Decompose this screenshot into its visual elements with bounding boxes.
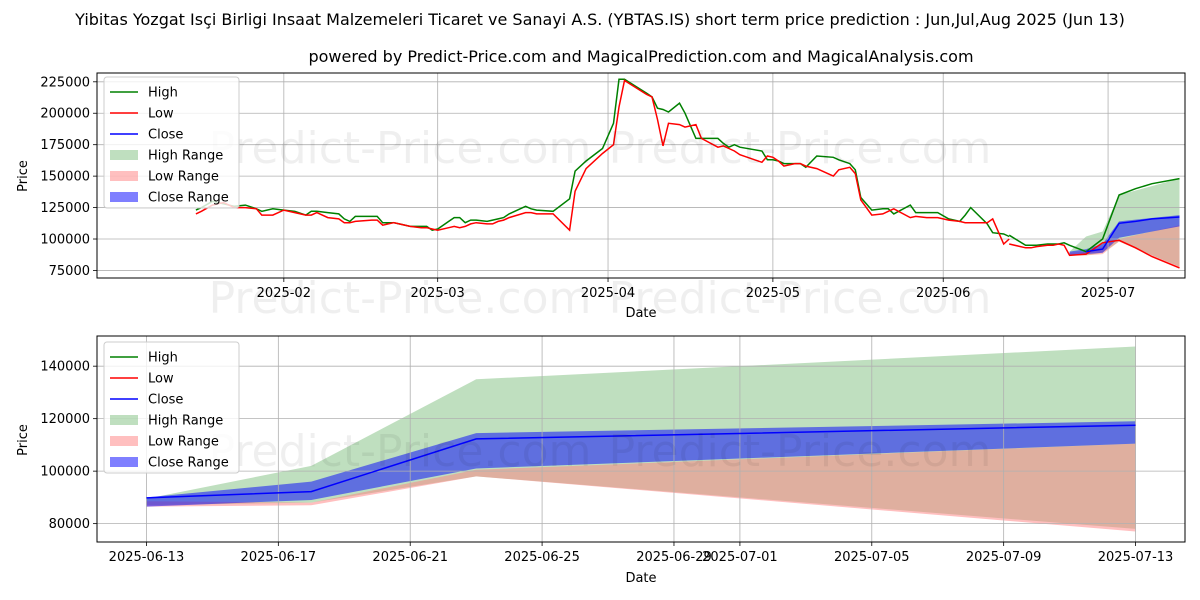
y-tick-label: 175000 <box>40 138 90 153</box>
close-forecast-line <box>1085 216 1180 253</box>
y-tick-label: 120000 <box>40 412 90 427</box>
legend-close-range-swatch <box>110 457 138 467</box>
legend-low-label: Low <box>148 372 174 387</box>
y-tick-label: 225000 <box>40 75 90 90</box>
legend-high-range-label: High Range <box>148 149 223 164</box>
history-panel-frame <box>96 72 1186 279</box>
high-forecast-line <box>1008 177 1180 253</box>
x-tick-label: 2025-07-09 <box>966 550 1042 565</box>
y-axis-label: Price <box>16 160 31 192</box>
y-tick-label: 80000 <box>49 517 90 532</box>
watermark: Predict-Price.com <box>609 426 992 477</box>
y-tick-label: 100000 <box>40 465 90 480</box>
low-series-line <box>195 79 1010 246</box>
x-tick-label: 2025-06-29 <box>636 550 712 565</box>
low-range-band <box>1069 225 1180 268</box>
legend-close-label: Close <box>148 128 183 143</box>
x-axis-label: Date <box>625 571 656 586</box>
watermark: Predict-Price.com <box>209 273 592 324</box>
y-tick-label: 75000 <box>49 264 90 279</box>
close-range-band <box>1069 215 1180 256</box>
watermark: Predict-Price.com <box>609 123 992 174</box>
y-tick-label: 100000 <box>40 233 90 248</box>
chart-subtitle: powered by Predict-Price.com and Magical… <box>308 47 973 66</box>
legend-low-range-label: Low Range <box>148 435 219 450</box>
y-tick-label: 140000 <box>40 360 90 375</box>
legend-close-range-swatch <box>110 192 138 202</box>
legend: High Low Close High Range Low Range Close Ran… <box>103 76 240 209</box>
x-axis-label: Date <box>625 306 656 321</box>
x-tick-label: 2025-07 <box>1081 286 1135 301</box>
y-tick-label: 150000 <box>40 170 90 185</box>
legend-high-range-swatch <box>110 150 138 160</box>
legend-low-label: Low <box>148 107 174 122</box>
legend-close-range-label: Close Range <box>148 191 229 206</box>
watermark: Predict-Price.com <box>209 426 592 477</box>
low-forecast-line <box>1009 239 1180 269</box>
close-forecast-line <box>146 424 1136 499</box>
legend-high-range-label: High Range <box>148 414 223 429</box>
legend-low-range-label: Low Range <box>148 170 219 185</box>
x-tick-label: 2025-07-01 <box>702 550 778 565</box>
watermark: Predict-Price.com <box>209 123 592 174</box>
x-tick-label: 2025-06-25 <box>504 550 580 565</box>
legend-close-label: Close <box>148 393 183 408</box>
x-tick-label: 2025-06-17 <box>241 550 317 565</box>
legend-high-label: High <box>148 86 178 101</box>
x-tick-label: 2025-05 <box>746 286 800 301</box>
high-series-line <box>195 78 1010 238</box>
x-tick-label: 2025-04 <box>581 286 635 301</box>
forecast-panel: 2025-06-13 2025-06-17 2025-06-21 2025-06-25… <box>16 335 1186 586</box>
x-tick-label: 2025-07-13 <box>1098 550 1174 565</box>
legend-high-range-swatch <box>110 415 138 425</box>
x-tick-label: 2025-06-21 <box>372 550 448 565</box>
x-tick-label: 2025-06 <box>916 286 970 301</box>
legend-close-range-label: Close Range <box>148 456 229 471</box>
history-panel: 2025-02 2025-03 2025-04 2025-05 2025-06 2025-… <box>16 72 1186 324</box>
x-tick-label: 2025-02 <box>257 286 311 301</box>
legend: High Low Close High Range Low Range Close Ran… <box>103 341 240 474</box>
legend-low-range-swatch <box>110 171 138 181</box>
y-axis-label: Price <box>16 424 31 456</box>
legend-high-label: High <box>148 351 178 366</box>
x-tick-label: 2025-03 <box>411 286 465 301</box>
legend-low-range-swatch <box>110 436 138 446</box>
watermark: Predict-Price.com <box>609 273 992 324</box>
x-tick-label: 2025-07-05 <box>834 550 910 565</box>
x-tick-label: 2025-06-13 <box>109 550 185 565</box>
close-range-band <box>146 421 1136 507</box>
forecast-panel-frame <box>96 335 1186 543</box>
low-range-band <box>146 443 1136 532</box>
y-tick-label: 125000 <box>40 201 90 216</box>
y-tick-label: 200000 <box>40 107 90 122</box>
chart-title: Yibitas Yozgat Isçi Birligi Insaat Malze… <box>74 10 1125 29</box>
